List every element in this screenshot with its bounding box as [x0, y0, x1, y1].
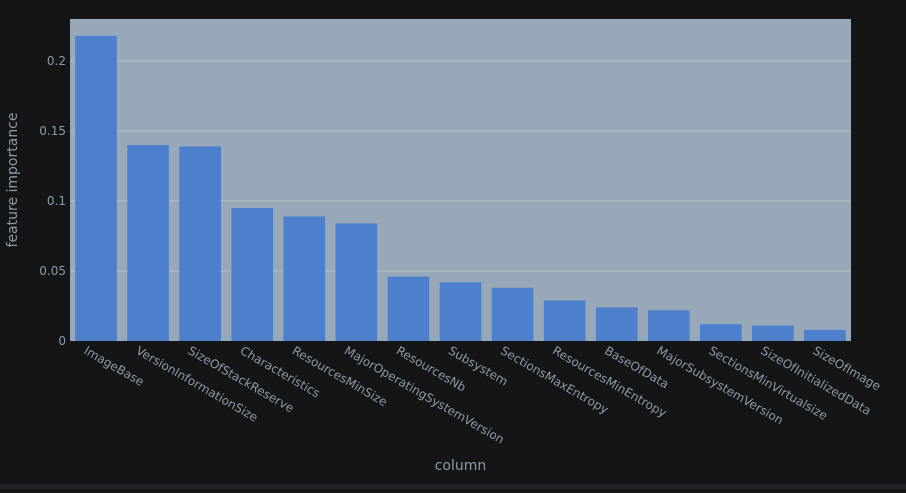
bar[interactable]	[439, 282, 482, 341]
x-tick-label: ResourcesMinSize	[290, 343, 390, 409]
y-tick-label: 0.1	[47, 194, 66, 208]
y-tick-label: 0.2	[47, 54, 66, 68]
bar[interactable]	[283, 216, 326, 341]
bar[interactable]	[387, 276, 430, 341]
y-tick-label: 0	[58, 334, 66, 348]
y-axis-title: feature importance	[5, 113, 21, 248]
y-tick-label: 0.05	[39, 264, 66, 278]
bar[interactable]	[752, 325, 794, 341]
x-axis-ticks: ImageBaseVersionInformationSizeSizeOfSta…	[82, 343, 884, 446]
bottom-strip	[0, 484, 906, 489]
bar[interactable]	[647, 310, 690, 341]
bar[interactable]	[491, 287, 534, 341]
bar[interactable]	[595, 307, 638, 341]
y-tick-label: 0.15	[39, 124, 66, 138]
bar[interactable]	[75, 35, 117, 342]
bar[interactable]	[231, 208, 274, 341]
x-axis-title: column	[435, 458, 487, 474]
bar[interactable]	[179, 146, 221, 341]
bar[interactable]	[335, 223, 378, 341]
bar[interactable]	[700, 324, 742, 341]
bar[interactable]	[543, 300, 586, 341]
bar[interactable]	[804, 329, 846, 341]
bar[interactable]	[127, 145, 169, 341]
bars	[75, 35, 846, 342]
y-axis-ticks: 0 0.05 0.1 0.15 0.2	[39, 54, 66, 348]
